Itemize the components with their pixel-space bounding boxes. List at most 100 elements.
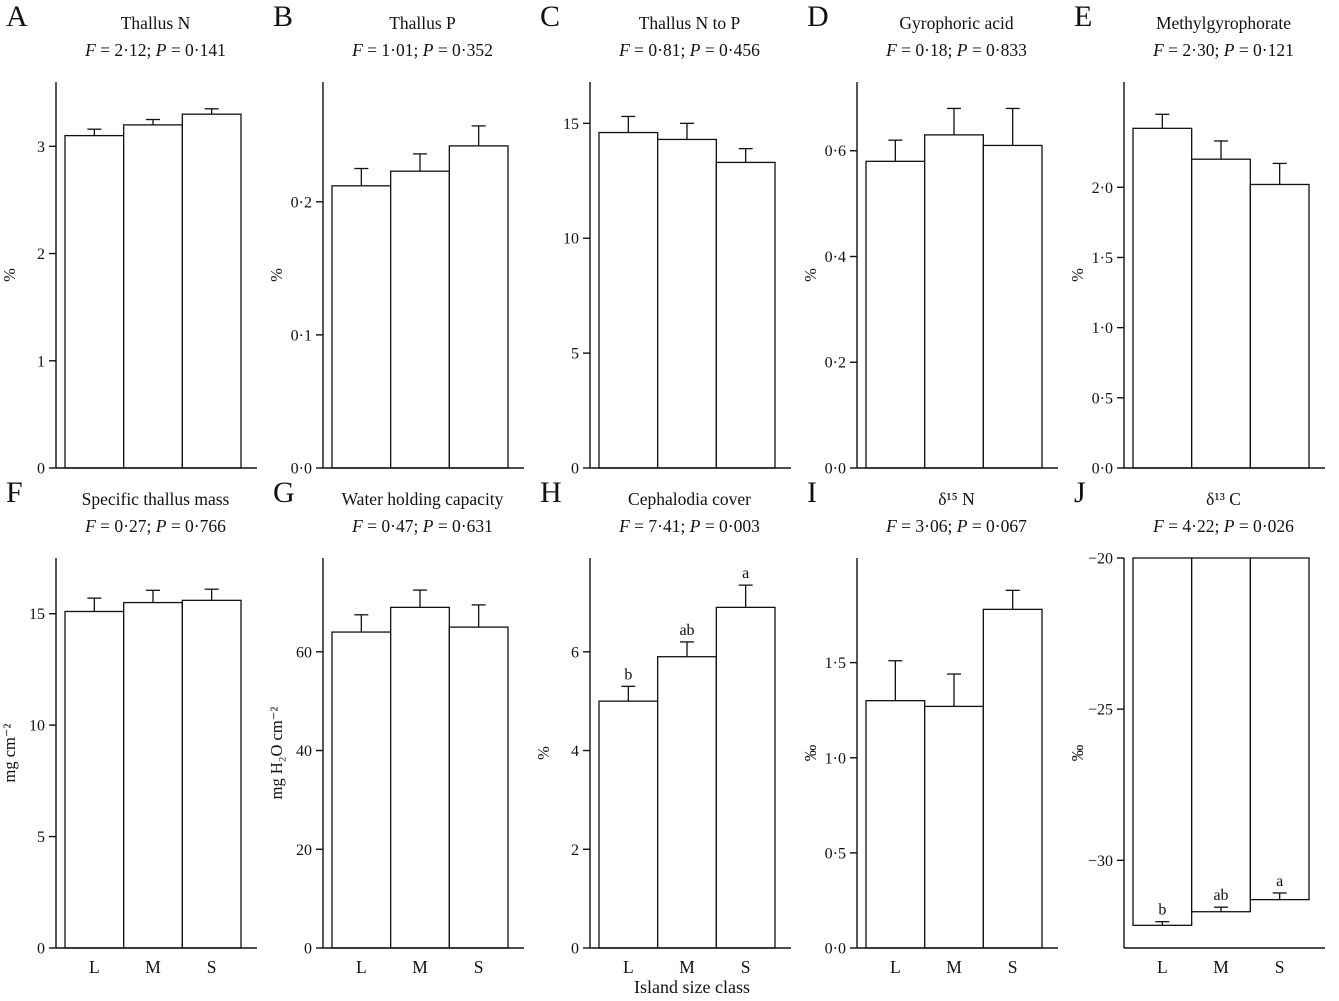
- chart-stats: F = 1·01; P = 0·352: [313, 37, 532, 64]
- y-tick-label: 15: [563, 116, 579, 133]
- stat-p-value: = 0·352: [433, 40, 493, 61]
- chart-stats: F = 2·30; P = 0·121: [1114, 37, 1333, 64]
- y-tick-label: 0·2: [825, 355, 846, 372]
- panel-header: δ¹³ C F = 4·22; P = 0·026: [1114, 486, 1333, 548]
- bar-S: [448, 145, 509, 469]
- stat-f-value: = 3·06;: [896, 516, 957, 537]
- stat-f-label: F: [1153, 516, 1164, 537]
- y-tick-label: 60: [296, 644, 312, 661]
- sig-letter: b: [1158, 902, 1166, 919]
- y-tick-label: 1·0: [825, 750, 846, 767]
- chart-stats: F = 0·47; P = 0·631: [313, 513, 532, 540]
- chart-title: Thallus N: [120, 13, 191, 33]
- chart-title: Cephalodia cover: [628, 489, 751, 509]
- y-tick-label: 0·2: [291, 194, 312, 211]
- bar-M: [657, 138, 717, 469]
- bar-M: [390, 606, 450, 949]
- chart-stats: F = 0·18; P = 0·833: [847, 37, 1066, 64]
- bar-L: [331, 185, 392, 469]
- stat-f-label: F: [619, 516, 630, 537]
- bar-M: [390, 170, 450, 469]
- panel-letter: J: [1074, 476, 1086, 509]
- stat-p-value: = 0·121: [1234, 40, 1294, 61]
- bar-M: [924, 705, 984, 949]
- y-axis-label: %: [1068, 268, 1087, 282]
- category-label: L: [623, 957, 634, 977]
- panel-header: Thallus P F = 1·01; P = 0·352: [313, 10, 532, 72]
- bar-S: [1249, 183, 1310, 469]
- y-tick-label: −25: [1088, 702, 1113, 719]
- y-axis-label: %: [534, 746, 553, 760]
- chart-title: δ¹³ C: [1206, 489, 1241, 509]
- category-label: M: [1213, 957, 1229, 977]
- stat-f-value: = 0·18;: [896, 40, 957, 61]
- chart-title: Thallus P: [389, 13, 456, 33]
- chart-stats: F = 0·81; P = 0·456: [580, 37, 799, 64]
- y-axis-label: %: [801, 268, 820, 282]
- chart-title: δ¹⁵ N: [938, 489, 975, 509]
- bar-chart-G: L M S 0 20 40 60 mg H₂O cm⁻²: [267, 558, 524, 977]
- bar-chart-H: b Lab Ma S 0 2 4 6%: [534, 558, 791, 977]
- stat-f-label: F: [886, 516, 897, 537]
- category-label: L: [890, 957, 901, 977]
- y-tick-label: 20: [296, 842, 312, 859]
- bar-M: [657, 656, 717, 949]
- stat-p-value: = 0·003: [700, 516, 760, 537]
- stat-p-label: P: [956, 516, 968, 537]
- bar-chart-D: 0·0 0·2 0·4 0·6%: [801, 82, 1058, 476]
- stat-p-value: = 0·833: [967, 40, 1027, 61]
- category-label: M: [412, 957, 428, 977]
- bar-M: [1191, 557, 1251, 913]
- category-label: S: [207, 957, 217, 977]
- y-tick-label: 10: [29, 718, 45, 735]
- panel-F: F Specific thallus mass F = 0·27; P = 0·76…: [0, 476, 267, 984]
- bar-L: [64, 610, 125, 949]
- panel-header: Cephalodia cover F = 7·41; P = 0·003: [580, 486, 799, 548]
- panel-letter: H: [540, 476, 562, 509]
- stat-p-label: P: [422, 40, 434, 61]
- category-label: M: [679, 957, 695, 977]
- y-tick-label: 2: [37, 246, 45, 263]
- y-tick-label: 4: [571, 743, 579, 760]
- panel-letter: D: [807, 0, 829, 33]
- y-tick-label: 40: [296, 743, 312, 760]
- panel-G: G Water holding capacity F = 0·47; P = 0·6…: [267, 476, 534, 984]
- y-tick-label: 6: [571, 644, 579, 661]
- y-axis-label: mg H₂O cm⁻²: [267, 707, 286, 800]
- bar-S: [982, 608, 1043, 949]
- y-tick-label: 0: [37, 461, 45, 477]
- bar-S: [715, 161, 776, 469]
- stat-f-value: = 0·27;: [95, 516, 156, 537]
- stat-f-label: F: [619, 40, 630, 61]
- panel-B: B Thallus P F = 1·01; P = 0·352 0·0 0·1 0·2%: [267, 0, 534, 476]
- stat-p-label: P: [956, 40, 968, 61]
- stat-p-label: P: [155, 40, 167, 61]
- stat-p-value: = 0·631: [433, 516, 493, 537]
- y-tick-label: 2: [571, 842, 579, 859]
- y-tick-label: −30: [1088, 853, 1113, 870]
- bar-L: [1132, 557, 1193, 926]
- sig-letter: b: [624, 666, 632, 683]
- sig-letter: ab: [679, 622, 694, 639]
- bar-chart-B: 0·0 0·1 0·2%: [267, 82, 524, 477]
- panel-header: Thallus N to P F = 0·81; P = 0·456: [580, 10, 799, 72]
- bar-S: [982, 144, 1043, 469]
- stat-f-label: F: [85, 516, 96, 537]
- panel-header: Methylgyrophorate F = 2·30; P = 0·121: [1114, 10, 1333, 72]
- y-tick-label: 0: [571, 461, 579, 477]
- y-tick-label: 0·0: [291, 461, 312, 477]
- y-tick-label: 0·0: [825, 941, 846, 958]
- bar-chart-C: 0 5 10 15: [563, 82, 791, 477]
- panel-letter: A: [6, 0, 28, 33]
- y-tick-label: 5: [571, 346, 579, 363]
- panel-header: δ¹⁵ N F = 3·06; P = 0·067: [847, 486, 1066, 548]
- y-tick-label: 15: [29, 606, 45, 623]
- bar-M: [924, 134, 984, 469]
- y-tick-label: 0·6: [825, 143, 846, 160]
- y-tick-label: 0: [571, 941, 579, 958]
- y-axis-label: mg cm⁻²: [0, 723, 19, 782]
- y-axis-label: ‰: [1068, 744, 1087, 761]
